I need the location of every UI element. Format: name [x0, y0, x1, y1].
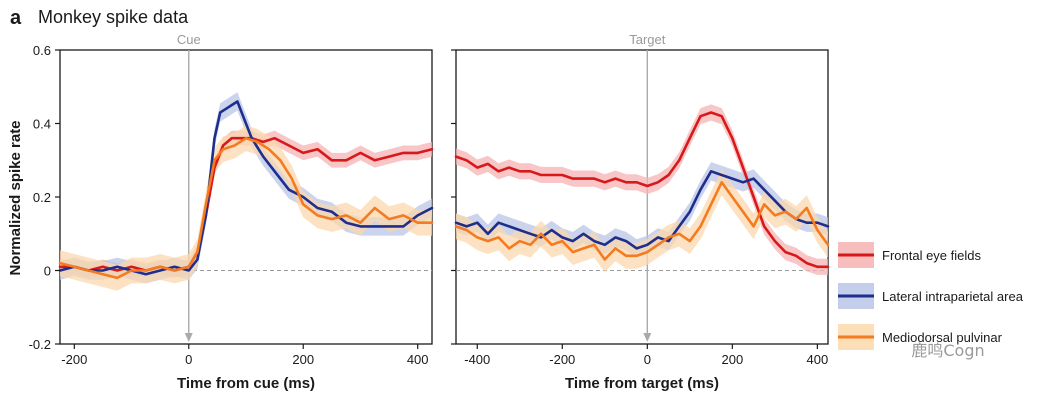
watermark: 鹿鸣Cogn	[911, 341, 984, 360]
y-tick-label: 0	[44, 264, 51, 279]
event-marker-arrow	[184, 333, 193, 342]
x-tick-label: -200	[549, 352, 575, 367]
x-tick-label: 200	[721, 352, 743, 367]
y-axis-title: Normalized spike rate	[7, 120, 24, 275]
cue-aligned-panel: Cue -200 0 200 400 -0.2 0 0.2 0.4 0.6 Time from cu…	[29, 32, 434, 392]
lateral-intraparietal-area-line	[454, 170, 830, 250]
y-tick-label: 0.4	[33, 117, 51, 132]
mediodorsal-pulvinar-error-band	[60, 125, 432, 291]
x-axis-title: Time from cue (ms)	[177, 375, 315, 392]
legend: Frontal eye fields Lateral intraparietal …	[838, 242, 1024, 350]
frontal-eye-fields-error-band	[60, 130, 432, 278]
y-tick-label: 0.2	[33, 190, 51, 205]
mediodorsal-pulvinar-line	[58, 136, 434, 280]
event-marker-arrow	[643, 333, 652, 342]
x-tick-label: 0	[644, 352, 651, 367]
legend-item-frontal-eye-fields: Frontal eye fields	[838, 242, 981, 268]
figure-title: Monkey spike data	[38, 7, 189, 27]
event-label: Cue	[177, 32, 201, 47]
legend-item-mediodorsal-pulvinar: Mediodorsal pulvinar	[838, 324, 1003, 350]
y-tick-label: 0.6	[33, 43, 51, 58]
x-tick-label: 200	[292, 352, 314, 367]
legend-item-lateral-intraparietal-area: Lateral intraparietal area	[838, 283, 1024, 309]
mediodorsal-pulvinar-line	[454, 181, 830, 261]
frontal-eye-fields-line	[58, 136, 434, 272]
event-label: Target	[629, 32, 666, 47]
panel-letter: a	[10, 7, 22, 29]
legend-label: Lateral intraparietal area	[882, 289, 1024, 304]
x-axis-title: Time from target (ms)	[565, 375, 719, 392]
y-tick-label: -0.2	[29, 337, 51, 352]
x-tick-label: 400	[807, 352, 829, 367]
x-tick-label: -400	[464, 352, 490, 367]
legend-label: Frontal eye fields	[882, 248, 981, 263]
x-tick-label: 0	[185, 352, 192, 367]
x-tick-label: 400	[407, 352, 429, 367]
target-aligned-panel: Target -400 -200 0 200 400 Time from target (m…	[451, 32, 830, 392]
frontal-eye-fields-line	[454, 111, 830, 269]
x-tick-label: -200	[61, 352, 87, 367]
legend-label: Mediodorsal pulvinar	[882, 330, 1003, 345]
mediodorsal-pulvinar-error-band	[456, 169, 828, 273]
